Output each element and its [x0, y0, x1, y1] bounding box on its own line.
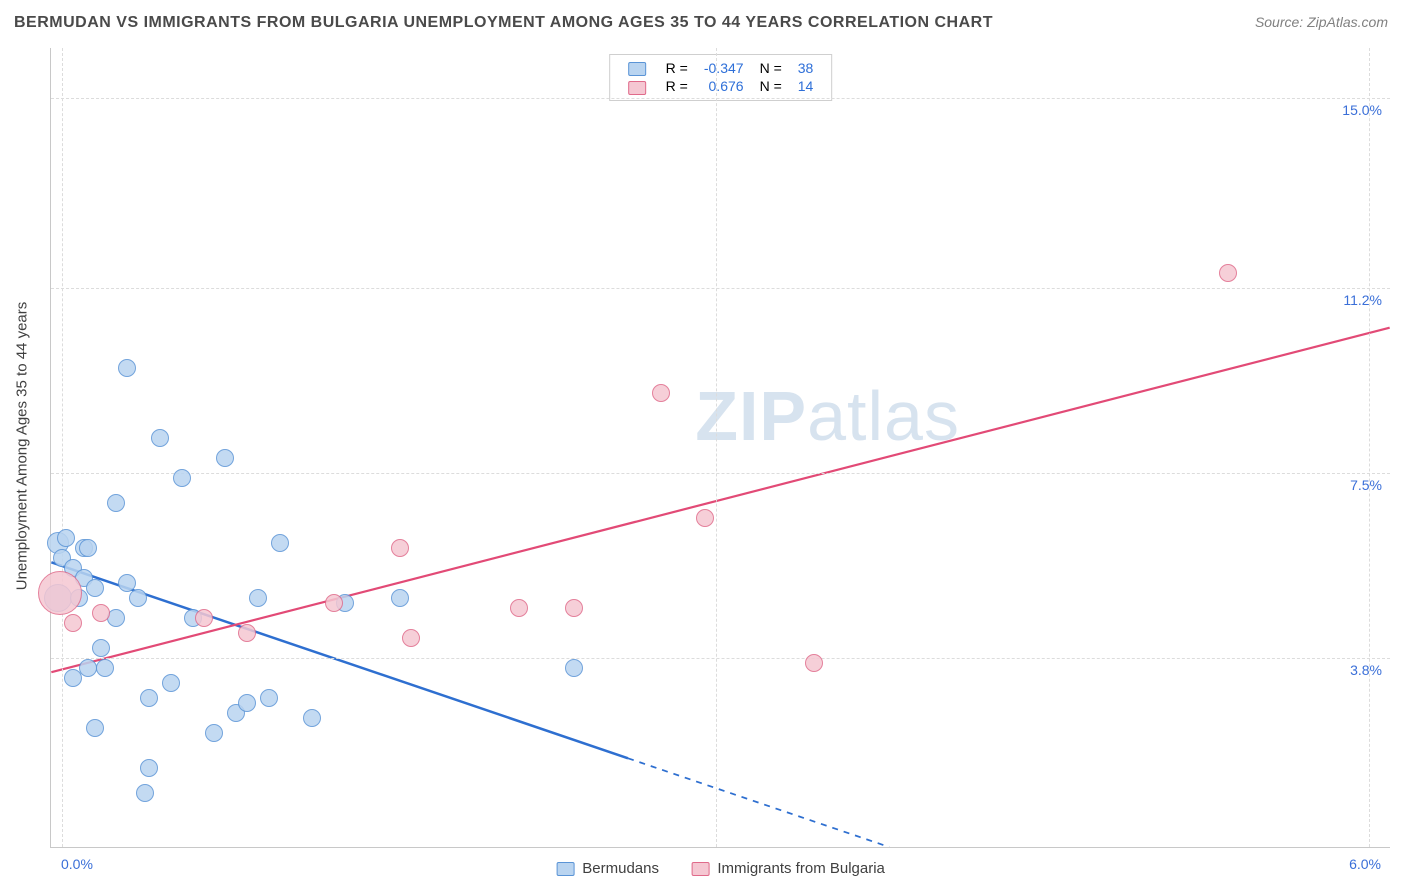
- data-point: [249, 589, 267, 607]
- swatch-series2: [628, 81, 646, 95]
- legend-row-series1: R = -0.347 N = 38: [620, 59, 822, 77]
- gridline-h: [51, 98, 1390, 99]
- data-point: [510, 599, 528, 617]
- data-point: [565, 599, 583, 617]
- data-point: [402, 629, 420, 647]
- swatch-series1-b: [556, 862, 574, 876]
- data-point: [140, 689, 158, 707]
- r-value-1: -0.347: [696, 59, 752, 77]
- data-point: [79, 539, 97, 557]
- data-point: [205, 724, 223, 742]
- data-point: [216, 449, 234, 467]
- watermark-atlas: atlas: [807, 377, 960, 455]
- gridline-v: [62, 48, 63, 847]
- data-point: [129, 589, 147, 607]
- legend-row-series2: R = 0.676 N = 14: [620, 77, 822, 95]
- y-tick-label: 7.5%: [1350, 477, 1382, 493]
- data-point: [303, 709, 321, 727]
- plot-area: ZIPatlas R = -0.347 N = 38 R = 0.676 N =…: [50, 48, 1390, 848]
- data-point: [1219, 264, 1237, 282]
- gridline-h: [51, 658, 1390, 659]
- data-point: [325, 594, 343, 612]
- r-label-2: R =: [658, 77, 696, 95]
- series1-label: Bermudans: [582, 860, 659, 877]
- data-point: [79, 659, 97, 677]
- data-point: [652, 384, 670, 402]
- regression-lines-layer: [51, 48, 1390, 847]
- data-point: [162, 674, 180, 692]
- data-point: [57, 529, 75, 547]
- data-point: [271, 534, 289, 552]
- data-point: [260, 689, 278, 707]
- data-point: [86, 579, 104, 597]
- y-tick-label: 11.2%: [1343, 292, 1382, 308]
- data-point: [151, 429, 169, 447]
- gridline-h: [51, 288, 1390, 289]
- data-point: [96, 659, 114, 677]
- data-point: [805, 654, 823, 672]
- data-point: [38, 571, 82, 615]
- data-point: [696, 509, 714, 527]
- x-tick-label: 6.0%: [1349, 856, 1381, 872]
- data-point: [391, 539, 409, 557]
- watermark-zip: ZIP: [695, 377, 807, 455]
- data-point: [136, 784, 154, 802]
- n-value-1: 38: [790, 59, 822, 77]
- swatch-series2-b: [691, 862, 709, 876]
- legend-item-series1: Bermudans: [556, 860, 663, 877]
- regression-line-dashed: [628, 758, 889, 847]
- gridline-v: [1369, 48, 1370, 847]
- gridline-h: [51, 473, 1390, 474]
- y-tick-label: 15.0%: [1342, 102, 1382, 118]
- data-point: [86, 719, 104, 737]
- watermark: ZIPatlas: [695, 376, 960, 456]
- data-point: [238, 694, 256, 712]
- n-label-1: N =: [752, 59, 790, 77]
- n-label-2: N =: [752, 77, 790, 95]
- x-tick-label: 0.0%: [61, 856, 93, 872]
- data-point: [107, 494, 125, 512]
- legend-item-series2: Immigrants from Bulgaria: [691, 860, 885, 877]
- source-attribution: Source: ZipAtlas.com: [1255, 14, 1388, 30]
- data-point: [173, 469, 191, 487]
- r-value-2: 0.676: [696, 77, 752, 95]
- y-tick-label: 3.8%: [1350, 662, 1382, 678]
- data-point: [238, 624, 256, 642]
- series-legend: Bermudans Immigrants from Bulgaria: [542, 860, 899, 877]
- data-point: [118, 359, 136, 377]
- data-point: [92, 604, 110, 622]
- data-point: [391, 589, 409, 607]
- r-label-1: R =: [658, 59, 696, 77]
- correlation-legend: R = -0.347 N = 38 R = 0.676 N = 14: [609, 54, 833, 101]
- data-point: [64, 614, 82, 632]
- swatch-series1: [628, 62, 646, 76]
- gridline-v: [716, 48, 717, 847]
- data-point: [140, 759, 158, 777]
- series2-label: Immigrants from Bulgaria: [717, 860, 885, 877]
- data-point: [195, 609, 213, 627]
- chart-title: BERMUDAN VS IMMIGRANTS FROM BULGARIA UNE…: [14, 14, 993, 32]
- y-axis-label: Unemployment Among Ages 35 to 44 years: [14, 302, 31, 591]
- data-point: [565, 659, 583, 677]
- n-value-2: 14: [790, 77, 822, 95]
- regression-line: [51, 328, 1389, 673]
- data-point: [92, 639, 110, 657]
